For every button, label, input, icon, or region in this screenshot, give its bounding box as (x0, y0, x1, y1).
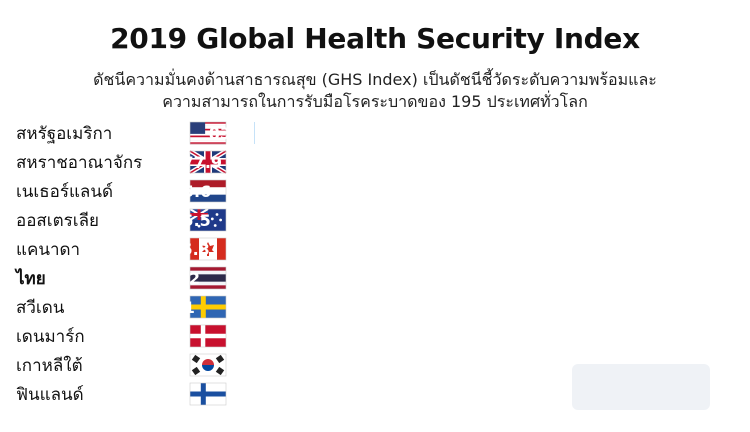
thailand-flag-icon (189, 266, 227, 290)
value-label: 75.3 (170, 240, 209, 259)
value-label: 68.7 (139, 385, 178, 404)
bar-row: ฟินแลนด์ 68.7 (16, 382, 227, 406)
bar-row: สหรัฐอเมริกา 83.5 (16, 121, 255, 145)
australia-flag-icon (189, 208, 227, 232)
denmark-flag-icon (189, 324, 227, 348)
us-flag-icon (189, 121, 227, 145)
bar-row: เดนมาร์ก 70.4 (16, 324, 227, 348)
value-label: 72.1 (155, 298, 194, 317)
category-label: ไทย (14, 268, 46, 289)
category-label: เนเธอร์แลนด์ (16, 182, 113, 202)
netherlands-flag-icon (189, 179, 227, 203)
category-label: สวีเดน (16, 298, 65, 318)
category-label: เกาหลีใต้ (16, 355, 83, 376)
category-label: เดนมาร์ก (16, 327, 85, 347)
canada-flag-icon (189, 237, 227, 261)
category-label: สหราชอาณาจักร (16, 153, 142, 173)
value-label: 73.2 (161, 269, 200, 288)
value-label: 75.6 (172, 182, 211, 201)
sweden-flag-icon (189, 295, 227, 319)
bar-row: เกาหลีใต้ 70.2 (16, 353, 227, 377)
chart-subtitle-line-2: ความสามารถในการรับมือโรคระบาดของ 195 ประ… (162, 92, 588, 111)
bar-row: สหราชอาณาจักร 77.9 (16, 149, 228, 175)
bar-row: แคนาดา 75.3 (16, 237, 227, 261)
bar-row: สวีเดน 72.1 (16, 295, 227, 319)
bar-row: เนเธอร์แลนด์ 75.6 (16, 179, 227, 203)
watermark-logo (572, 364, 710, 410)
category-label: ฟินแลนด์ (16, 385, 84, 405)
category-label: สหรัฐอเมริกา (16, 124, 112, 144)
value-label: 70.4 (147, 327, 186, 346)
value-label: 75.5 (171, 211, 210, 230)
south-korea-flag-icon (189, 353, 227, 377)
category-label: แคนาดา (16, 240, 80, 260)
bar-row: ไทย 73.2 (14, 266, 227, 290)
bar-row: ออสเตรเลีย 75.5 (16, 208, 227, 232)
value-label: 70.2 (146, 356, 185, 375)
value-label: 83.5 (209, 124, 248, 143)
category-label: ออสเตรเลีย (16, 211, 99, 231)
chart-subtitle-line-1: ดัชนีความมั่นคงด้านสาธารณสุข (GHS Index)… (93, 70, 657, 89)
uk-flag-icon (188, 149, 228, 175)
chart-title: 2019 Global Health Security Index (110, 22, 640, 55)
value-label: 77.9 (183, 153, 222, 172)
finland-flag-icon (189, 382, 227, 406)
